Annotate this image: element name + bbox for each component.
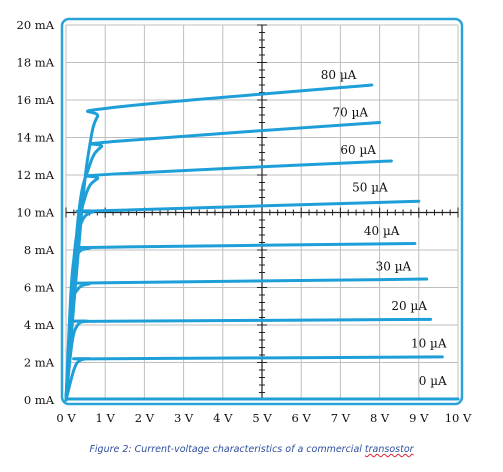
curve-label: 60 µA (340, 143, 376, 157)
y-tick-label: 10 mA (17, 206, 55, 220)
figure-caption: Figure 2: Current-voltage characteristic… (0, 444, 503, 455)
curve-label: 20 µA (391, 299, 427, 313)
y-tick-label: 14 mA (17, 131, 55, 145)
caption-misspelled-word: transostor (364, 444, 414, 455)
curves (64, 83, 460, 402)
curve-label: 10 µA (411, 336, 447, 350)
curve-label: 50 µA (352, 181, 388, 195)
y-tick-label: 8 mA (24, 243, 55, 257)
x-tick-label: 2 V (135, 411, 155, 425)
curve-80ua (64, 83, 374, 402)
y-tick-label: 20 mA (17, 18, 55, 32)
curve-70ua (64, 121, 382, 402)
x-tick-label: 0 V (56, 411, 76, 425)
y-tick-label: 2 mA (24, 356, 55, 370)
x-tick-label: 8 V (370, 411, 390, 425)
caption-text: Figure 2: Current-voltage characteristic… (89, 444, 365, 455)
y-tick-labels: 0 mA 2 mA 4 mA 6 mA 8 mA 10 mA 12 mA 14 mA 16 mA… (17, 18, 55, 407)
curve-label: 40 µA (364, 224, 400, 238)
x-tick-label: 9 V (409, 411, 429, 425)
curve-label: 70 µA (333, 106, 369, 120)
curve-label: 0 µA (419, 374, 447, 388)
frame-border (60, 17, 464, 406)
x-tick-label: 6 V (292, 411, 312, 425)
y-tick-label: 16 mA (17, 93, 55, 107)
curve-labels: 0 µA 10 µA 20 µA 30 µA 40 µA 50 µA 60 µA 70 µA 8… (321, 68, 447, 388)
y-tick-label: 12 mA (17, 168, 55, 182)
x-tick-label: 3 V (174, 411, 194, 425)
y-tick-label: 6 mA (24, 281, 55, 295)
curve-label: 30 µA (376, 259, 412, 273)
x-tick-label: 4 V (213, 411, 233, 425)
y-tick-label: 4 mA (24, 318, 55, 332)
y-tick-label: 0 mA (24, 393, 55, 407)
y-tick-label: 18 mA (17, 56, 55, 70)
x-tick-label: 10 V (445, 411, 472, 425)
plot-frame (60, 17, 464, 406)
center-axes (65, 24, 459, 401)
x-tick-labels: 0 V 1 V 2 V 3 V 4 V 5 V 6 V 7 V 8 V 9 V 10 V (56, 411, 472, 425)
curve-10ua (64, 355, 444, 402)
curve-label: 80 µA (321, 68, 357, 82)
x-tick-label: 1 V (96, 411, 116, 425)
curve-30ua (64, 277, 429, 402)
x-tick-label: 5 V (252, 411, 272, 425)
x-tick-label: 7 V (331, 411, 351, 425)
